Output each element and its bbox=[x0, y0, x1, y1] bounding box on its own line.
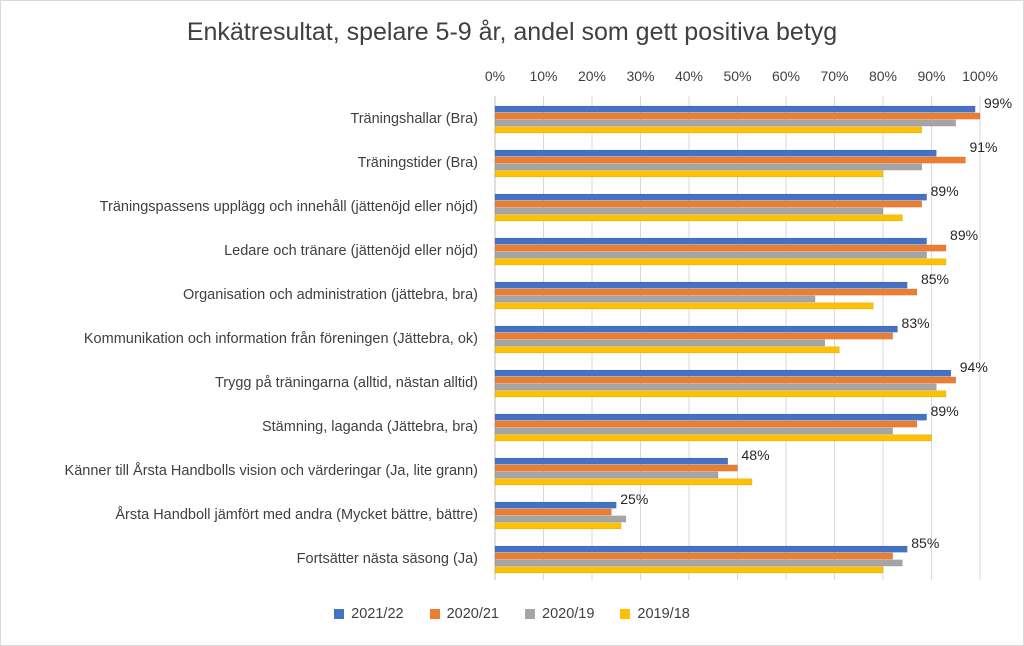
category-label: Årsta Handboll jämfört med andra (Mycket… bbox=[115, 506, 478, 523]
bar-2020-19 bbox=[494, 383, 937, 391]
data-label: 91% bbox=[969, 139, 997, 155]
category-label: Kommunikation och information från fören… bbox=[84, 331, 478, 347]
category-label: Fortsätter nästa säsong (Ja) bbox=[297, 551, 478, 567]
bar-2019-18 bbox=[494, 302, 874, 310]
bar-2021-22 bbox=[494, 105, 976, 113]
x-axis-ticks: 0% 10% 20% 30% 40% 50% 60% 70% 80% 90% 100% bbox=[485, 68, 998, 84]
bar-2019-18 bbox=[494, 478, 753, 486]
category-label: Träningshallar (Bra) bbox=[350, 111, 478, 127]
legend-item: 2020/19 bbox=[525, 606, 594, 622]
bar-2021-22 bbox=[494, 501, 617, 509]
bar-2020-19 bbox=[494, 119, 956, 127]
bar-2019-18 bbox=[494, 566, 884, 574]
legend-swatch bbox=[334, 609, 345, 619]
category-label: Organisation och administration (jättebr… bbox=[183, 287, 478, 303]
bar-2020-21 bbox=[494, 244, 947, 252]
bar-2020-21 bbox=[494, 112, 981, 120]
bar-2021-22 bbox=[494, 369, 952, 377]
bar-2021-22 bbox=[494, 457, 729, 465]
data-label: 25% bbox=[620, 491, 648, 507]
bar-2020-19 bbox=[494, 471, 719, 479]
data-label: 99% bbox=[984, 95, 1012, 111]
x-tick-label: 100% bbox=[962, 68, 998, 84]
bar-2020-19 bbox=[494, 207, 884, 215]
legend-swatch bbox=[620, 609, 631, 619]
bar-2020-19 bbox=[494, 427, 893, 435]
category-labels: Träningshallar (Bra) Träningstider (Bra) T… bbox=[65, 111, 478, 567]
x-tick-label: 70% bbox=[820, 68, 848, 84]
x-tick-label: 0% bbox=[485, 68, 505, 84]
bar-2019-18 bbox=[494, 214, 903, 222]
x-tick-label: 60% bbox=[772, 68, 800, 84]
bar-2020-19 bbox=[494, 295, 816, 303]
bars bbox=[494, 105, 981, 574]
x-tick-label: 90% bbox=[917, 68, 945, 84]
legend-label: 2021/22 bbox=[351, 606, 404, 622]
legend-label: 2020/19 bbox=[542, 606, 595, 622]
data-label: 89% bbox=[950, 227, 978, 243]
bar-2021-22 bbox=[494, 281, 908, 289]
data-label: 85% bbox=[911, 535, 939, 551]
bar-2019-18 bbox=[494, 170, 884, 178]
x-tick-label: 20% bbox=[578, 68, 606, 84]
bar-2020-19 bbox=[494, 515, 627, 523]
bar-2020-21 bbox=[494, 376, 956, 384]
bar-2021-22 bbox=[494, 193, 927, 201]
bar-2019-18 bbox=[494, 522, 622, 530]
bar-2020-19 bbox=[494, 163, 923, 171]
x-tick-label: 30% bbox=[626, 68, 654, 84]
legend-swatch bbox=[429, 609, 440, 619]
legend-label: 2020/21 bbox=[446, 606, 499, 622]
legend: 2021/22 2020/21 2020/19 2019/18 bbox=[0, 606, 1024, 622]
category-label: Stämning, laganda (Jättebra, bra) bbox=[262, 419, 478, 435]
bar-2019-18 bbox=[494, 258, 947, 266]
data-label: 85% bbox=[921, 271, 949, 287]
x-tick-label: 40% bbox=[675, 68, 703, 84]
data-label: 89% bbox=[931, 403, 959, 419]
bar-2019-18 bbox=[494, 434, 932, 442]
bar-2021-22 bbox=[494, 237, 927, 245]
x-tick-label: 10% bbox=[529, 68, 557, 84]
data-label: 89% bbox=[931, 183, 959, 199]
legend-item: 2020/21 bbox=[429, 606, 499, 622]
bar-2019-18 bbox=[494, 126, 923, 134]
bar-2021-22 bbox=[494, 325, 898, 333]
category-label: Träningstider (Bra) bbox=[358, 155, 478, 171]
bar-2019-18 bbox=[494, 346, 840, 354]
bar-2021-22 bbox=[494, 413, 927, 421]
bar-2020-21 bbox=[494, 200, 923, 208]
category-label: Trygg på träningarna (alltid, nästan all… bbox=[215, 375, 478, 391]
data-label: 83% bbox=[902, 315, 930, 331]
bar-2021-22 bbox=[494, 545, 908, 553]
bar-2020-21 bbox=[494, 156, 966, 164]
legend-item: 2019/18 bbox=[620, 606, 690, 622]
legend-label: 2019/18 bbox=[637, 606, 690, 622]
data-labels: 99% 91% 89% 89% 85% 83% 94% 89% 48% 25% 85% bbox=[620, 95, 1012, 551]
data-label: 48% bbox=[742, 447, 770, 463]
bar-2020-19 bbox=[494, 251, 927, 259]
category-label: Träningspassens upplägg och innehåll (jä… bbox=[100, 199, 478, 215]
bar-2019-18 bbox=[494, 390, 947, 398]
legend-swatch bbox=[525, 609, 535, 619]
category-label: Känner till Årsta Handbolls vision och v… bbox=[65, 462, 478, 479]
bar-2020-21 bbox=[494, 332, 893, 340]
x-tick-label: 50% bbox=[723, 68, 751, 84]
bar-2021-22 bbox=[494, 149, 937, 157]
bar-2020-19 bbox=[494, 559, 903, 567]
chart-title: Enkätresultat, spelare 5-9 år, andel som… bbox=[186, 18, 838, 46]
bar-2020-21 bbox=[494, 420, 918, 428]
data-label: 94% bbox=[960, 359, 988, 375]
bar-2020-21 bbox=[494, 288, 918, 296]
bar-2020-21 bbox=[494, 464, 738, 472]
bar-2020-19 bbox=[494, 339, 826, 347]
bar-2020-21 bbox=[494, 508, 612, 516]
legend-item: 2021/22 bbox=[334, 606, 404, 622]
x-tick-label: 80% bbox=[869, 68, 897, 84]
category-label: Ledare och tränare (jättenöjd eller nöjd… bbox=[224, 243, 478, 259]
bar-2020-21 bbox=[494, 552, 893, 560]
